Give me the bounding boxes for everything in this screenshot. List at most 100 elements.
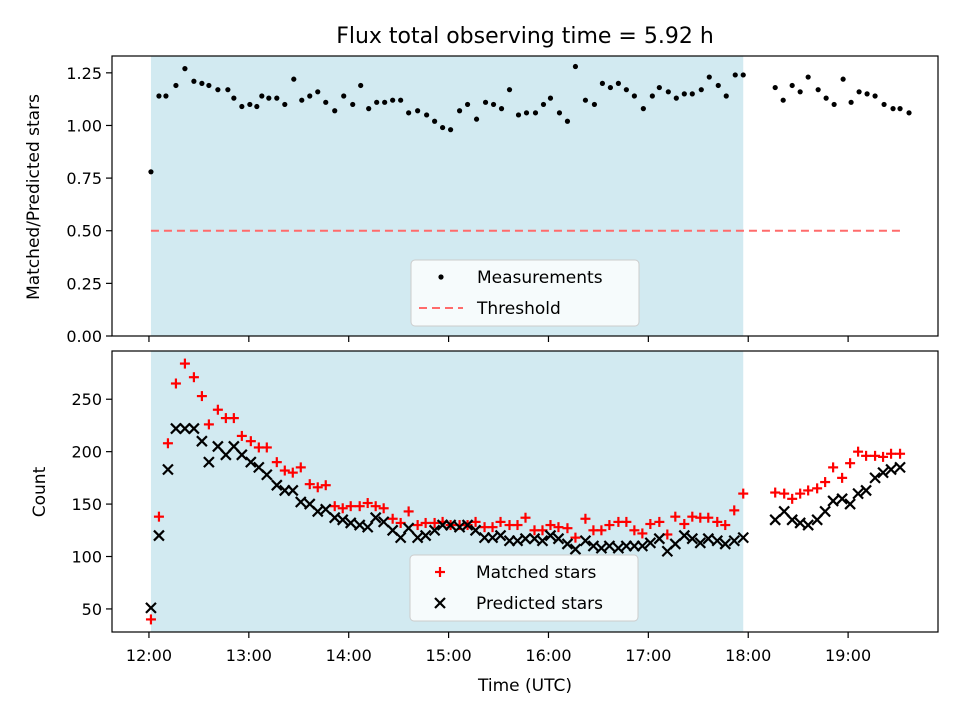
measurement-point bbox=[299, 97, 305, 103]
measurement-point bbox=[206, 82, 212, 89]
measurement-point bbox=[872, 93, 878, 99]
predicted-star-marker bbox=[653, 532, 666, 545]
predicted-star-marker bbox=[827, 495, 839, 507]
predicted-star-marker bbox=[179, 422, 191, 435]
measurement-point bbox=[439, 124, 446, 131]
y-tick-label: 1.00 bbox=[66, 116, 102, 135]
matched-star-marker bbox=[362, 498, 373, 509]
measurement-point bbox=[698, 87, 704, 93]
measurement-point bbox=[315, 89, 321, 95]
matched-star-marker bbox=[495, 516, 506, 527]
predicted-star-marker bbox=[188, 422, 200, 435]
matched-star-marker bbox=[837, 472, 848, 483]
predicted-star-marker bbox=[145, 602, 157, 614]
measurement-point bbox=[547, 95, 554, 101]
predicted-star-marker bbox=[361, 521, 374, 533]
chart-title: Flux total observing time = 5.92 h bbox=[336, 24, 714, 49]
measurement-point bbox=[490, 101, 497, 108]
x-tick-label: 19:00 bbox=[825, 646, 871, 665]
matched-star-marker bbox=[770, 487, 781, 498]
matched-star-marker bbox=[729, 505, 740, 516]
matched-star-marker bbox=[703, 512, 714, 523]
predicted-star-marker bbox=[561, 538, 574, 550]
matched-star-marker bbox=[787, 493, 798, 504]
measurement-point bbox=[156, 93, 162, 99]
measurement-point bbox=[406, 110, 412, 116]
predicted-star-marker bbox=[528, 532, 541, 545]
matched-star-marker bbox=[378, 503, 389, 514]
legend-label: Matched stars bbox=[476, 563, 596, 583]
predicted-star-marker bbox=[595, 542, 608, 554]
measurement-point bbox=[398, 97, 404, 103]
legend-swatch bbox=[434, 597, 446, 609]
measurement-point bbox=[815, 87, 821, 93]
matched-star-marker bbox=[795, 488, 806, 499]
measurement-point bbox=[591, 101, 598, 108]
y-axis-label-bottom: Count bbox=[30, 466, 50, 517]
matched-star-marker bbox=[845, 458, 856, 469]
predicted-star-marker bbox=[444, 519, 457, 531]
predicted-star-marker bbox=[353, 519, 366, 531]
legend-label: Predicted stars bbox=[476, 594, 603, 614]
matched-star-marker bbox=[520, 512, 531, 523]
predicted-star-marker bbox=[344, 517, 357, 529]
measurement-point bbox=[506, 87, 513, 93]
star-markers bbox=[145, 358, 906, 625]
predicted-star-marker bbox=[719, 538, 732, 550]
predicted-star-marker bbox=[336, 514, 349, 526]
matched-star-marker bbox=[596, 525, 607, 536]
predicted-star-marker bbox=[711, 535, 724, 547]
measurement-point bbox=[656, 84, 662, 91]
matched-star-marker bbox=[629, 525, 640, 536]
measurement-point bbox=[307, 93, 313, 99]
matched-star-marker bbox=[153, 511, 164, 522]
measurement-point bbox=[789, 82, 795, 89]
x-axis-label: Time (UTC) bbox=[477, 676, 572, 696]
measurement-point bbox=[823, 95, 829, 101]
measurement-point bbox=[848, 99, 854, 105]
measurement-point bbox=[689, 91, 695, 97]
matched-star-marker bbox=[570, 532, 581, 543]
predicted-star-marker bbox=[245, 456, 257, 468]
legend-swatch bbox=[435, 567, 445, 577]
measurement-point bbox=[366, 106, 372, 112]
matched-star-marker bbox=[312, 482, 323, 493]
measurement-point bbox=[881, 101, 887, 108]
measurement-point bbox=[247, 101, 253, 108]
measurement-point bbox=[374, 99, 380, 105]
predicted-star-marker bbox=[319, 503, 332, 516]
y-tick-label: 250 bbox=[71, 390, 102, 409]
predicted-star-marker bbox=[377, 516, 390, 528]
predicted-star-marker bbox=[728, 535, 741, 547]
predicted-star-marker bbox=[694, 537, 707, 549]
measurement-point bbox=[582, 97, 589, 103]
y-tick-label: 0.00 bbox=[66, 327, 102, 346]
measurement-point bbox=[890, 106, 896, 112]
measurement-point bbox=[599, 80, 606, 86]
measurement-point bbox=[723, 93, 729, 99]
x-tick-label: 14:00 bbox=[326, 646, 372, 665]
predicted-star-marker bbox=[203, 456, 215, 468]
measurement-point bbox=[732, 72, 738, 78]
matched-star-marker bbox=[861, 450, 872, 461]
matched-star-marker bbox=[271, 457, 282, 468]
measurement-point bbox=[266, 95, 272, 101]
matched-star-marker bbox=[412, 520, 423, 531]
measurement-point bbox=[715, 82, 721, 89]
predicted-star-marker bbox=[644, 537, 657, 549]
predicted-star-marker bbox=[428, 524, 441, 537]
measurement-point bbox=[464, 101, 471, 108]
measurement-point bbox=[358, 82, 364, 89]
y-axis-label-top: Matched/Predicted stars bbox=[24, 94, 44, 300]
y-tick-label: 0.75 bbox=[66, 169, 102, 188]
matched-star-marker bbox=[203, 419, 214, 430]
matched-star-marker bbox=[654, 516, 665, 527]
predicted-star-marker bbox=[419, 529, 432, 542]
predicted-star-marker bbox=[612, 542, 625, 554]
measurement-point bbox=[906, 110, 912, 116]
measurement-point bbox=[515, 112, 522, 118]
y-tick-label: 0.25 bbox=[66, 274, 102, 293]
predicted-star-marker bbox=[511, 535, 524, 547]
predicted-star-marker bbox=[162, 463, 174, 476]
predicted-star-marker bbox=[603, 540, 616, 552]
